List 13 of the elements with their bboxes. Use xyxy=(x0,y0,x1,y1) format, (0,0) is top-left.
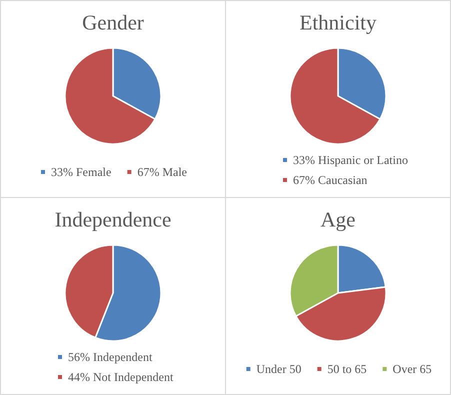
legend-label: 33% Female xyxy=(51,165,112,179)
legend-label: 33% Hispanic or Latino xyxy=(293,153,408,167)
legend-label: 44% Not Independent xyxy=(68,370,174,384)
legend-label: 67% Male xyxy=(137,165,187,179)
legend-label: 56% Independent xyxy=(68,350,153,364)
chart-title: Gender xyxy=(82,10,144,34)
legend-label: 50 to 65 xyxy=(327,362,367,376)
chart-title: Age xyxy=(320,208,356,232)
chart-title: Independence xyxy=(54,208,172,232)
legend-label: 67% Caucasian xyxy=(293,173,368,187)
legend-label: Over 65 xyxy=(392,362,432,376)
legend-label: Under 50 xyxy=(256,362,302,376)
chart-title: Ethnicity xyxy=(300,10,377,34)
